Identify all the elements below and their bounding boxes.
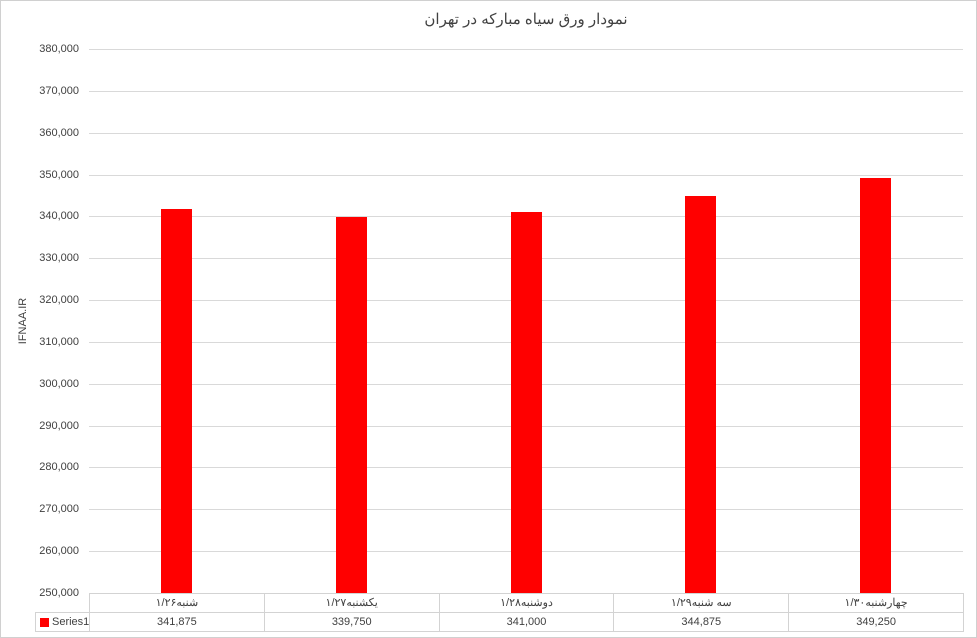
plot-area [89,49,963,593]
y-tick-label: 370,000 [39,84,79,97]
table-value-cell: 349,250 [788,612,964,632]
y-tick-label: 250,000 [39,587,79,599]
bar-3 [510,212,542,593]
gridline [89,49,963,50]
y-tick-label: 280,000 [39,461,79,474]
table-value-cell: 339,750 [263,612,439,632]
table-header-cell: یکشنبه۱/۲۷ [263,593,439,612]
y-tick-label: 350,000 [39,168,79,181]
bar-5 [860,177,892,593]
table-value-cell: 344,875 [613,612,789,632]
table-header-cell: سه شنبه۱/۲۹ [613,593,789,612]
y-tick-label: 300,000 [39,377,79,390]
y-tick-label: 340,000 [39,210,79,223]
table-header-cell: چهارشنبه۱/۳۰ [788,593,964,612]
legend-swatch-series1-icon [40,617,49,627]
legend: Series1 [35,612,89,632]
table-header-cell: شنبه۱/۲۶ [89,593,264,612]
table-value-cell: 341,000 [438,612,614,632]
table-value-cell: 341,875 [89,612,264,632]
gridline [89,91,963,92]
gridline [89,133,963,134]
legend-label: Series1 [52,616,90,628]
y-tick-label: 330,000 [39,252,79,265]
bar-4 [685,195,717,593]
gridline [89,175,963,176]
y-tick-label: 260,000 [39,545,79,558]
bar-2 [335,217,367,593]
chart-title: نمودار ورق سیاه مبارکه در تهران [424,11,628,28]
bar-1 [160,208,192,593]
y-tick-label: 290,000 [39,419,79,432]
y-tick-label: 360,000 [39,126,79,139]
y-tick-label: 310,000 [39,335,79,348]
y-tick-label: 380,000 [39,43,79,55]
y-tick-label: 320,000 [39,294,79,307]
table-header-cell: دوشنبه۱/۲۸ [438,593,614,612]
y-axis-tick-labels: 380,000 370,000 360,000 350,000 340,000 330,0… [1,1,79,637]
y-tick-label: 270,000 [39,503,79,516]
